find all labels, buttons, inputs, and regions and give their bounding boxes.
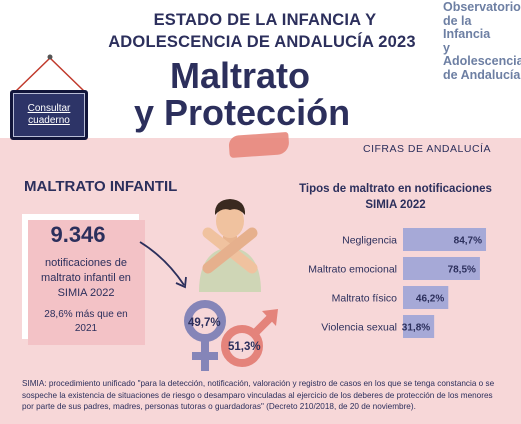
category-label-1: Negligencia <box>342 235 397 247</box>
category-label-3: Maltrato físico <box>332 293 398 305</box>
observatorio-logo: Observatorio de la Infancia y Adolescenc… <box>443 0 521 82</box>
value-label-1: 84,7% <box>454 236 482 247</box>
notifications-comparison: 28,6% más que en 2021 <box>44 309 128 334</box>
male-percentage: 51,3% <box>228 341 261 353</box>
consultar-cuaderno-button[interactable]: Consultar cuaderno <box>10 90 88 140</box>
stat-card <box>28 220 145 345</box>
female-percentage: 49,7% <box>188 317 221 329</box>
child-illustration <box>199 199 261 292</box>
category-label-2: Maltrato emocional <box>308 264 397 276</box>
bar-4 <box>403 315 435 338</box>
bar-3 <box>403 286 449 309</box>
sign-label-line-1: Consultar <box>27 103 71 114</box>
bar-1 <box>403 228 487 251</box>
chart-title: Tipos de maltrato en notificaciones SIMI… <box>299 183 492 211</box>
notifications-description: notificaciones de maltrato infantil en S… <box>41 257 131 299</box>
value-label-4: 31,8% <box>402 323 430 334</box>
value-label-2: 78,5% <box>448 265 476 276</box>
value-label-3: 46,2% <box>416 294 444 305</box>
observatorio-line-1: Observatorio <box>443 0 521 14</box>
simia-footnote: SIMIA: procedimiento unificado "para la … <box>22 379 495 411</box>
observatorio-line-2: de la Infancia <box>443 13 491 41</box>
report-title-line-1: ESTADO DE LA INFANCIA Y <box>153 11 377 29</box>
observatorio-line-3: y Adolescencia <box>443 40 521 68</box>
arrow-icon <box>139 241 185 286</box>
main-title-line-2: y Protección <box>134 92 351 133</box>
maltrato-infantil-heading: MALTRATO INFANTIL <box>24 178 178 195</box>
sign-label-line-2: cuaderno <box>28 115 70 126</box>
bar-2 <box>403 257 480 280</box>
female-symbol-icon <box>184 300 226 371</box>
observatorio-line-4: de Andalucía <box>443 67 521 82</box>
category-label-4: Violencia sexual <box>321 322 397 334</box>
main-title-line-1: Maltrato <box>170 55 311 96</box>
section-label: CIFRAS DE ANDALUCÍA <box>363 143 491 155</box>
report-title-line-2: ADOLESCENCIA DE ANDALUCÍA 2023 <box>108 33 416 51</box>
notifications-count: 9.346 <box>50 222 106 247</box>
male-symbol-icon <box>221 309 278 367</box>
